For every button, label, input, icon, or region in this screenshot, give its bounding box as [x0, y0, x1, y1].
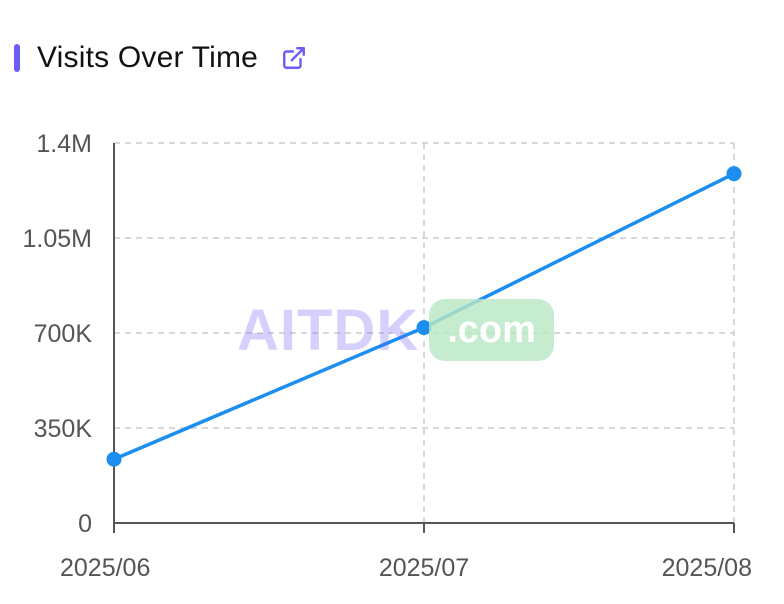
y-tick-label: 350K [34, 415, 93, 443]
y-tick-label: 700K [34, 320, 93, 348]
y-tick-label: 1.4M [36, 130, 92, 158]
x-tick-label: 2025/06 [60, 554, 150, 582]
data-point [107, 452, 122, 467]
data-point [727, 166, 742, 181]
data-point [417, 320, 432, 335]
x-tick-label: 2025/08 [662, 554, 752, 582]
y-tick-label: 1.05M [23, 225, 92, 253]
x-tick-label: 2025/07 [379, 554, 469, 582]
y-tick-label: 0 [78, 510, 92, 538]
series-line [114, 174, 734, 460]
